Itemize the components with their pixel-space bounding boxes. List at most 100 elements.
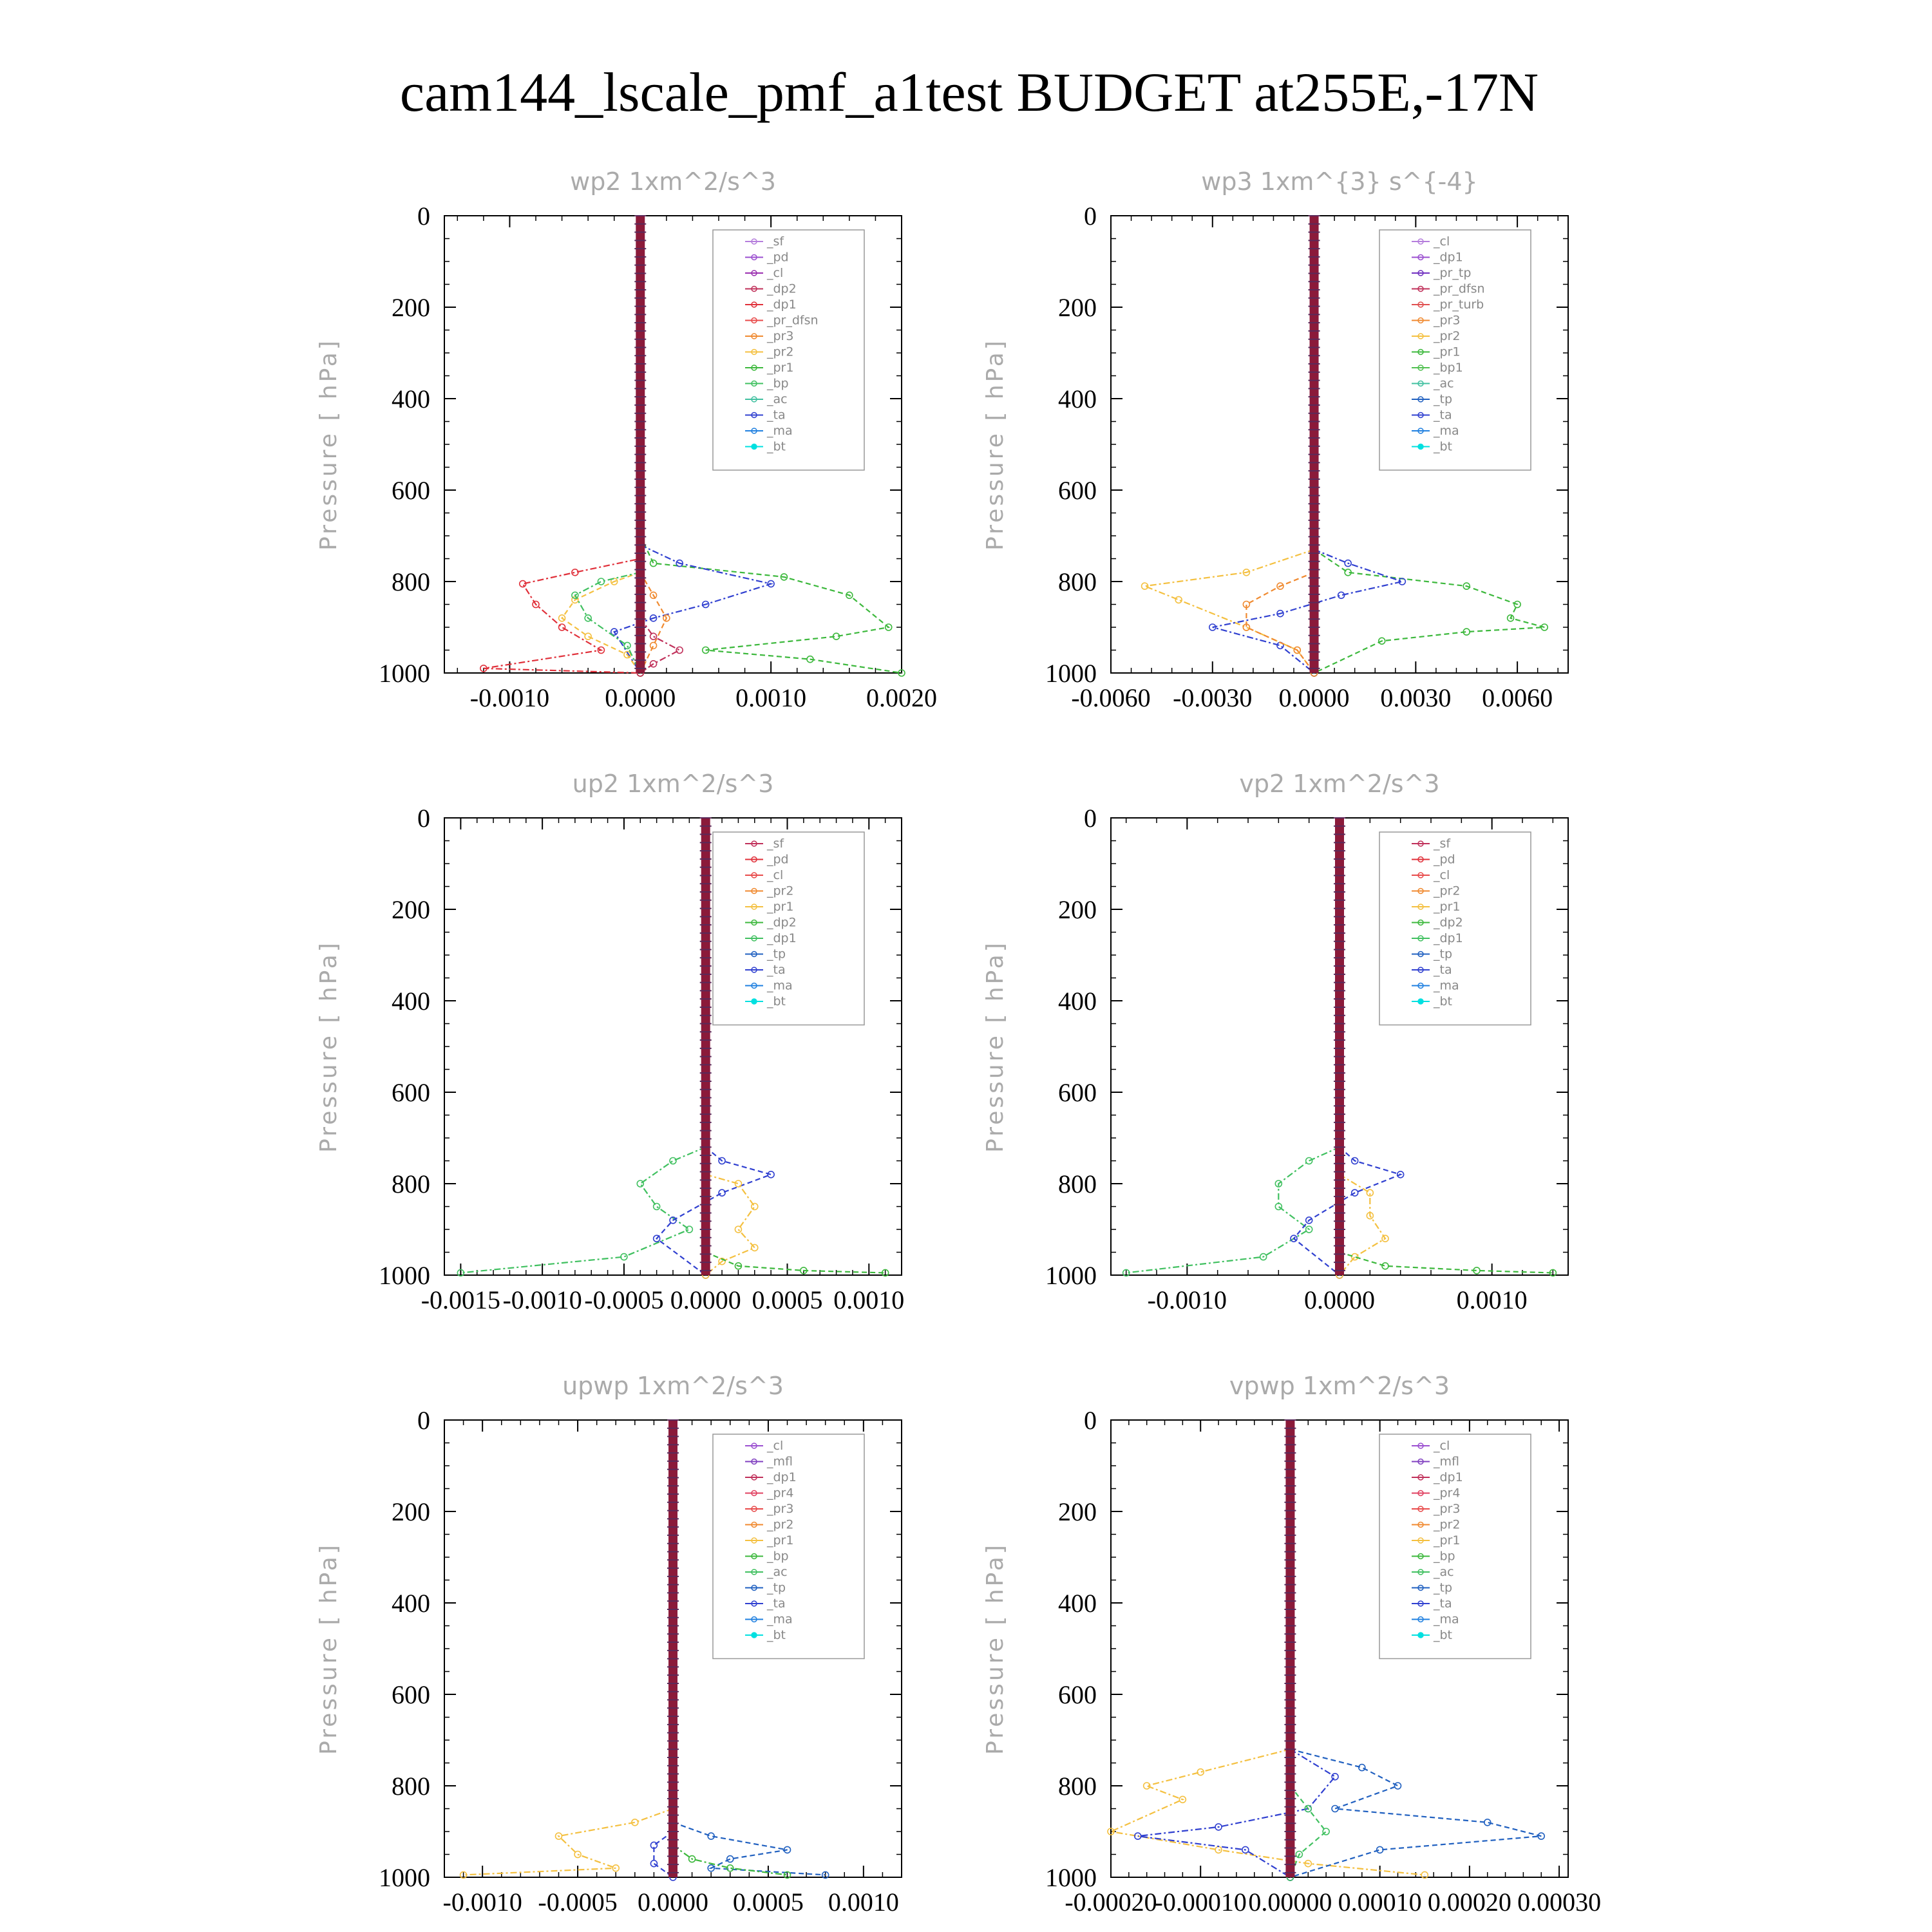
series-point-ta <box>652 1235 661 1242</box>
legend-marker <box>1417 301 1424 308</box>
y-tick-label: 400 <box>1058 384 1097 413</box>
series-point-pr2 <box>1304 1859 1312 1868</box>
series-point-dp1 <box>480 665 488 672</box>
legend-marker <box>751 380 757 387</box>
legend-marker <box>1417 872 1424 878</box>
legend-marker <box>751 348 757 355</box>
zero-profile-band <box>1309 216 1319 673</box>
legend-entry: _pr2 <box>1433 329 1460 343</box>
x-tick-label: -0.00020 <box>1065 1888 1157 1917</box>
legend-entry: _ta <box>766 408 786 422</box>
series-line-pr1 <box>1313 549 1545 674</box>
series-line-ta <box>1293 1146 1403 1276</box>
series-point-pr1 <box>832 632 840 641</box>
x-tick-label: -0.0030 <box>1173 683 1252 712</box>
x-tick-label: 0.0000 <box>670 1285 741 1314</box>
legend-marker <box>751 238 757 245</box>
series-line-pr1 <box>639 535 902 674</box>
series-line-pr2 <box>705 1173 756 1276</box>
x-tick-label: -0.0010 <box>502 1285 582 1314</box>
legend-entry: _ma <box>766 424 793 438</box>
legend-entry: _cl <box>1433 1439 1450 1453</box>
x-tick-label: -0.0010 <box>1148 1285 1227 1314</box>
legend-marker <box>1417 1616 1424 1623</box>
legend-entry: _pr2 <box>1433 884 1460 898</box>
series-line-ta <box>1137 1748 1336 1878</box>
x-tick-label: 0.00020 <box>1428 1888 1511 1917</box>
legend-entry: _pr3 <box>1433 314 1460 328</box>
legend-entry: _cl <box>766 1439 783 1453</box>
legend-entry: _ac <box>1433 1565 1454 1579</box>
series-line-pr2 <box>463 1808 674 1876</box>
legend-marker <box>751 1474 757 1481</box>
legend-marker <box>1417 1521 1424 1528</box>
series-line-ta <box>1212 549 1405 674</box>
legend-marker <box>1417 412 1424 419</box>
legend-marker <box>751 887 757 895</box>
chart-panel-4: vp2 1xm^2/s^3 Pressure [ hPa] -0.0010 0.000… <box>982 770 1569 1314</box>
legend-entry: _pr4 <box>766 1486 793 1501</box>
legend-entry: _ma <box>1433 424 1459 438</box>
y-tick-label: 200 <box>392 293 430 322</box>
series-point-bp <box>1274 1202 1283 1211</box>
legend-marker <box>1417 365 1424 371</box>
series-point-bp <box>1259 1253 1267 1261</box>
legend-entry: _ma <box>1433 979 1459 993</box>
legend: _sf _pd_cl _pr2 _pr1 _dp2_dp1 _tp _ta _ma_bt <box>712 831 865 1026</box>
legend-marker <box>751 967 757 973</box>
legend-marker <box>751 1600 757 1607</box>
series-point-ta <box>1344 559 1352 567</box>
legend-entry: _pr1 <box>766 1533 793 1548</box>
legend-entry: _ta <box>1433 963 1452 977</box>
series-point-dp1 <box>597 646 605 654</box>
series-point-pr2 <box>1350 1253 1359 1261</box>
legend-entry: _pr1 <box>1433 1533 1460 1548</box>
x-tick-label: 0.0060 <box>1482 683 1553 712</box>
series-point-ta <box>1276 609 1284 618</box>
series-point-bp <box>457 1269 465 1277</box>
series-point-pr3 <box>649 591 658 600</box>
series-line-ta <box>653 1831 674 1878</box>
y-tick-label: 600 <box>1058 1078 1097 1107</box>
series-line-bp <box>1289 1785 1327 1878</box>
series-point-pr1 <box>1463 582 1471 590</box>
x-tick-label: 0.0020 <box>866 683 937 712</box>
y-tick-label: 1000 <box>379 1863 430 1892</box>
legend-marker <box>1417 1632 1424 1638</box>
series-point-pr2 <box>1421 1871 1429 1879</box>
y-tick-label: 400 <box>1058 1589 1097 1618</box>
series-point-bp <box>652 1202 661 1211</box>
legend-entry: _dp2 <box>1433 916 1463 930</box>
legend-marker <box>751 840 757 847</box>
series-point-tp <box>1376 1846 1384 1854</box>
series-point-pr2 <box>610 578 618 585</box>
series-line-pr2 <box>561 571 641 674</box>
series-point-bp <box>571 591 579 600</box>
y-tick-label: 0 <box>417 1406 430 1435</box>
series-point-bp <box>1122 1269 1130 1277</box>
series-line-bp <box>460 1146 706 1274</box>
legend-marker <box>751 396 757 402</box>
legend-entry: _ta <box>766 1596 786 1611</box>
legend-entry: _pr3 <box>1433 1502 1460 1516</box>
x-tick-label: -0.0010 <box>470 683 549 712</box>
legend-marker <box>751 951 757 958</box>
series-point-pr3 <box>1242 623 1251 631</box>
legend-marker <box>751 982 757 989</box>
y-tick-label: 800 <box>1058 567 1097 596</box>
series-point-bp <box>1305 1226 1313 1233</box>
legend-marker <box>1417 856 1424 863</box>
series-point-ta <box>650 1859 658 1868</box>
series-line-ta <box>613 544 774 674</box>
series-point-ta <box>701 600 710 609</box>
legend-marker <box>751 904 757 910</box>
legend-marker <box>1417 1537 1424 1544</box>
y-tick-label: 800 <box>392 1772 430 1801</box>
figure-title: cam144_lscale_pmf_a1test BUDGET at255E,-… <box>400 61 1539 123</box>
legend-entry: _pd <box>1433 853 1455 867</box>
series-point-pr1 <box>1549 1269 1557 1277</box>
legend-entry: _dp1 <box>1433 251 1463 265</box>
legend-entry: _bp1 <box>1433 361 1463 375</box>
legend-entry: _cl <box>1433 868 1450 882</box>
